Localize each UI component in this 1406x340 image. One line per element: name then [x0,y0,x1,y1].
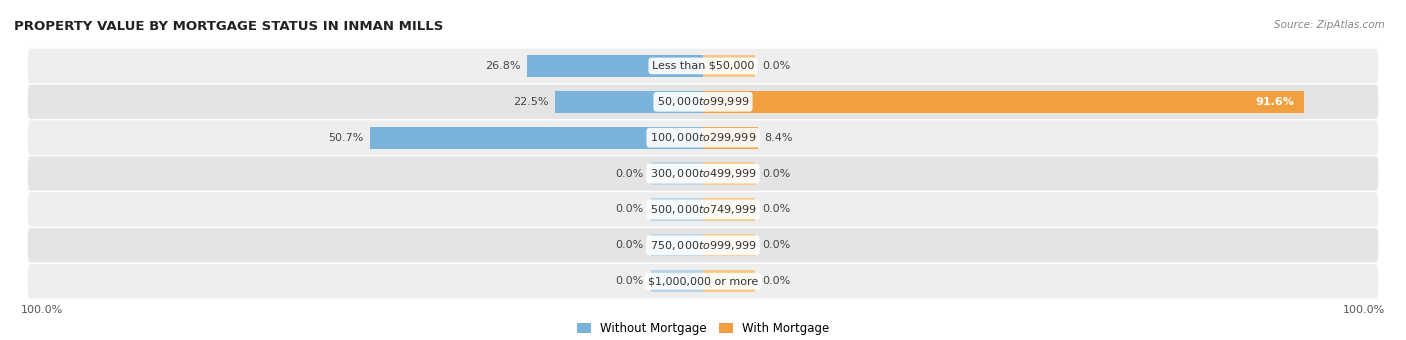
Bar [703,91,1303,113]
FancyBboxPatch shape [27,48,1379,84]
Text: 0.0%: 0.0% [616,169,644,178]
Text: 0.0%: 0.0% [762,240,790,250]
Text: $1,000,000 or more: $1,000,000 or more [648,276,758,286]
FancyBboxPatch shape [27,84,1379,120]
Text: 100.0%: 100.0% [21,305,63,314]
Text: 0.0%: 0.0% [762,61,790,71]
Bar [651,234,703,256]
Text: Source: ZipAtlas.com: Source: ZipAtlas.com [1274,20,1385,30]
Text: $500,000 to $749,999: $500,000 to $749,999 [650,203,756,216]
Bar [651,270,703,292]
Bar [555,91,703,113]
Text: 0.0%: 0.0% [616,240,644,250]
Bar [703,163,755,185]
FancyBboxPatch shape [27,191,1379,227]
Legend: Without Mortgage, With Mortgage: Without Mortgage, With Mortgage [572,317,834,340]
Bar [703,126,758,149]
Text: 100.0%: 100.0% [1343,305,1385,314]
Text: Less than $50,000: Less than $50,000 [652,61,754,71]
Bar [703,234,755,256]
Text: $300,000 to $499,999: $300,000 to $499,999 [650,167,756,180]
Text: 0.0%: 0.0% [616,276,644,286]
Bar [703,198,755,221]
Text: PROPERTY VALUE BY MORTGAGE STATUS IN INMAN MILLS: PROPERTY VALUE BY MORTGAGE STATUS IN INM… [14,20,443,33]
Text: $750,000 to $999,999: $750,000 to $999,999 [650,239,756,252]
FancyBboxPatch shape [27,227,1379,263]
Bar [703,270,755,292]
Text: 0.0%: 0.0% [616,204,644,215]
Text: 0.0%: 0.0% [762,276,790,286]
Text: $50,000 to $99,999: $50,000 to $99,999 [657,95,749,108]
Bar [527,55,703,77]
Bar [651,198,703,221]
FancyBboxPatch shape [27,263,1379,299]
Bar [651,163,703,185]
Text: 0.0%: 0.0% [762,204,790,215]
FancyBboxPatch shape [27,156,1379,191]
Bar [703,55,755,77]
Text: 22.5%: 22.5% [513,97,548,107]
Text: 91.6%: 91.6% [1256,97,1294,107]
Text: 8.4%: 8.4% [765,133,793,143]
Text: $100,000 to $299,999: $100,000 to $299,999 [650,131,756,144]
Text: 26.8%: 26.8% [485,61,520,71]
FancyBboxPatch shape [27,120,1379,156]
Text: 50.7%: 50.7% [329,133,364,143]
Bar [370,126,703,149]
Text: 0.0%: 0.0% [762,169,790,178]
